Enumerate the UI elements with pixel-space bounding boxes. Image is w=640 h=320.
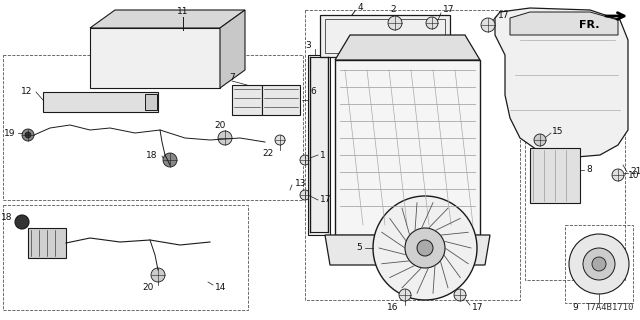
Circle shape <box>22 129 34 141</box>
Bar <box>305 10 520 300</box>
Text: 5: 5 <box>356 244 362 252</box>
Circle shape <box>300 155 310 165</box>
Text: 17: 17 <box>320 196 332 204</box>
Circle shape <box>15 215 29 229</box>
Bar <box>3 205 248 310</box>
Text: 17: 17 <box>443 5 454 14</box>
Text: 2: 2 <box>390 5 396 14</box>
Circle shape <box>405 228 445 268</box>
Circle shape <box>218 131 232 145</box>
Circle shape <box>569 234 629 294</box>
Text: 14: 14 <box>215 284 227 292</box>
Circle shape <box>426 17 438 29</box>
Text: 18: 18 <box>1 213 12 222</box>
Circle shape <box>25 132 31 138</box>
Bar <box>335 60 480 235</box>
Text: 16: 16 <box>387 303 399 313</box>
Text: 15: 15 <box>552 127 563 137</box>
Text: 6: 6 <box>310 87 316 97</box>
Text: 19: 19 <box>3 129 15 138</box>
Text: 11: 11 <box>177 7 189 17</box>
Bar <box>43 92 158 112</box>
Bar <box>232 85 262 115</box>
Text: 20: 20 <box>214 122 226 131</box>
Text: 12: 12 <box>20 87 32 97</box>
Polygon shape <box>220 10 245 88</box>
Text: 21: 21 <box>630 167 640 177</box>
Polygon shape <box>510 12 618 35</box>
Bar <box>320 15 450 57</box>
Circle shape <box>373 196 477 300</box>
Text: 1: 1 <box>320 150 326 159</box>
Text: 8: 8 <box>586 165 592 174</box>
Circle shape <box>481 18 495 32</box>
Text: 18: 18 <box>145 150 157 159</box>
Text: 4: 4 <box>358 4 364 12</box>
Text: 7: 7 <box>229 74 235 83</box>
Circle shape <box>534 134 546 146</box>
Text: 10: 10 <box>628 171 639 180</box>
Bar <box>325 19 445 53</box>
Circle shape <box>388 16 402 30</box>
Polygon shape <box>325 235 490 265</box>
Circle shape <box>454 289 466 301</box>
Circle shape <box>275 135 285 145</box>
Text: 13: 13 <box>295 179 307 188</box>
Polygon shape <box>90 10 245 28</box>
Text: T7A4B1710: T7A4B1710 <box>586 303 634 312</box>
Bar <box>3 55 303 200</box>
Bar <box>90 28 220 88</box>
Text: 22: 22 <box>262 148 274 157</box>
Circle shape <box>417 240 433 256</box>
Text: 3: 3 <box>305 41 311 50</box>
Bar <box>262 85 300 115</box>
Text: 17: 17 <box>472 303 483 313</box>
Circle shape <box>592 257 606 271</box>
Bar <box>530 148 580 203</box>
Circle shape <box>163 153 177 167</box>
Bar <box>308 55 330 235</box>
Bar <box>565 225 633 303</box>
Circle shape <box>612 169 624 181</box>
Bar <box>28 228 66 258</box>
Bar <box>145 94 157 110</box>
Circle shape <box>300 190 310 200</box>
Text: 17: 17 <box>498 11 509 20</box>
Text: 20: 20 <box>142 284 154 292</box>
Text: FR.: FR. <box>579 20 600 30</box>
Text: 9: 9 <box>572 303 578 313</box>
Polygon shape <box>335 35 480 60</box>
Polygon shape <box>495 8 628 158</box>
Circle shape <box>399 289 411 301</box>
Circle shape <box>151 268 165 282</box>
Bar <box>525 95 625 280</box>
Circle shape <box>583 248 615 280</box>
